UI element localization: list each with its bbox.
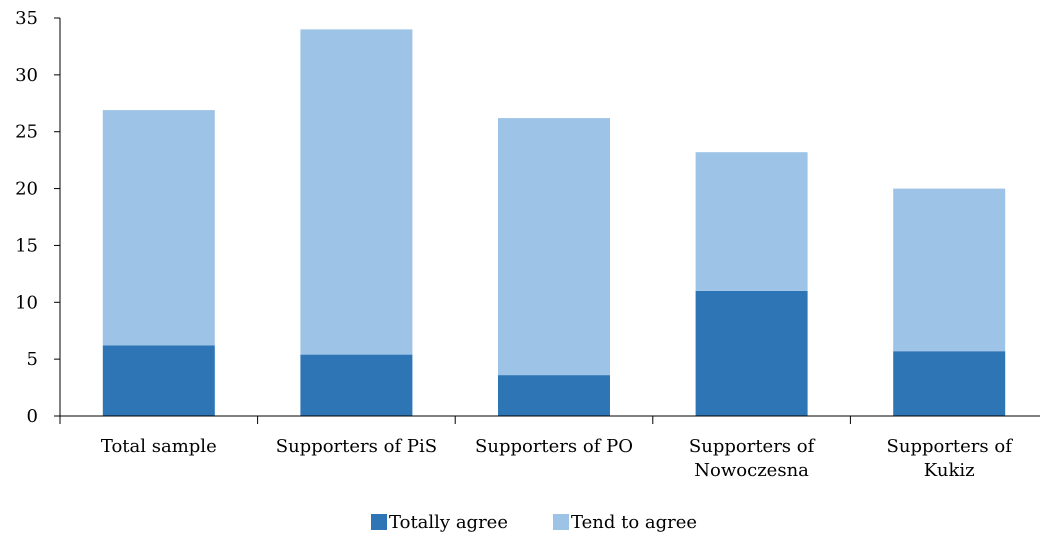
y-tick-label-2: 10 — [15, 292, 38, 313]
axes-group: 0 5 10 15 20 25 30 35 Total sample Supporters of … — [15, 8, 1040, 481]
x-category-label-4: Supporters of Kukiz — [887, 436, 1014, 481]
bar-totally-agree-4 — [893, 351, 1006, 416]
y-tick-label-5: 25 — [15, 122, 38, 143]
legend-label-totally-agree: Totally agree — [389, 512, 508, 533]
x-category-label-0: Total sample — [101, 436, 217, 457]
legend: Totally agree Tend to agree — [371, 512, 697, 533]
y-tick-label-0: 0 — [27, 406, 38, 427]
y-tick-label-4: 20 — [15, 179, 38, 200]
legend-swatch-tend-to-agree — [553, 514, 569, 530]
bar-tend-to-agree-0 — [102, 110, 215, 346]
bar-tend-to-agree-4 — [893, 188, 1006, 352]
bar-tend-to-agree-1 — [300, 29, 413, 355]
bar-tend-to-agree-3 — [695, 152, 808, 291]
y-tick-label-3: 15 — [15, 235, 38, 256]
y-tick-label-1: 5 — [27, 349, 38, 370]
bar-totally-agree-1 — [300, 354, 413, 416]
y-tick-label-6: 30 — [15, 65, 38, 86]
bar-totally-agree-0 — [102, 345, 215, 416]
x-category-label-1: Supporters of PiS — [276, 436, 437, 457]
x-category-label-2: Supporters of PO — [475, 436, 633, 457]
bar-tend-to-agree-2 — [498, 118, 610, 376]
x-category-label-3: Supporters of Nowoczesna — [689, 436, 816, 481]
bar-totally-agree-3 — [695, 290, 808, 416]
bars-group — [102, 29, 1006, 416]
y-tick-label-7: 35 — [15, 8, 38, 29]
bar-totally-agree-2 — [498, 375, 610, 416]
legend-label-tend-to-agree: Tend to agree — [571, 512, 697, 533]
legend-swatch-totally-agree — [371, 514, 387, 530]
